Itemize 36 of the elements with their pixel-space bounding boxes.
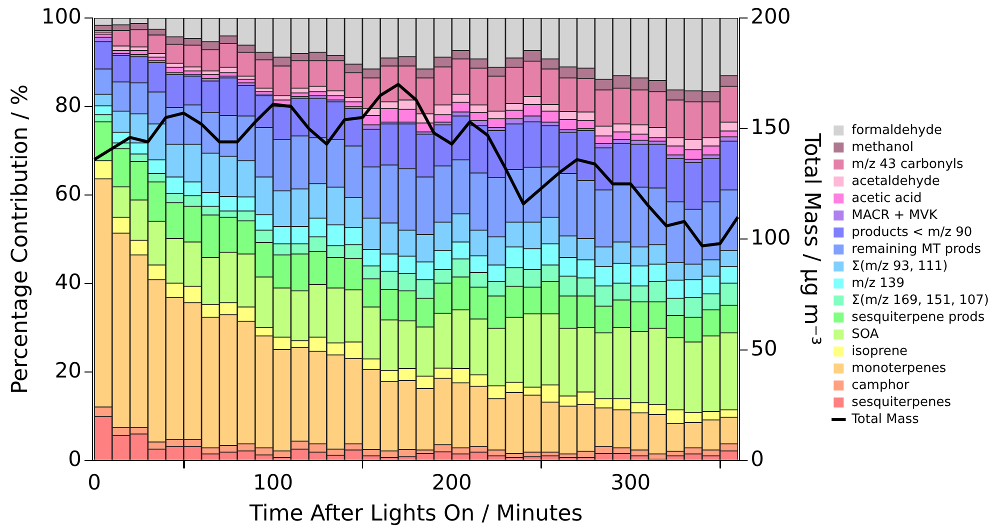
y2-tick-label: 100: [750, 226, 791, 250]
legend-label: methanol: [852, 140, 914, 155]
y-tick-label: 20: [54, 358, 82, 382]
x-axis-title: Time After Lights On / Minutes: [248, 502, 583, 527]
y2-tick-label: 50: [750, 336, 778, 360]
legend-label: acetaldehyde: [852, 174, 940, 189]
legend-label: m/z 139: [852, 276, 904, 291]
y-tick-label: 100: [41, 4, 82, 28]
legend-label: products < m/z 90: [852, 224, 972, 240]
y2-tick-label: 200: [750, 4, 791, 28]
legend-label: monoterpenes: [852, 360, 946, 376]
legend-label: Total Mass: [850, 412, 920, 427]
y-axis-title: Percentage Contribution / %: [8, 84, 33, 394]
legend-label: isoprene: [852, 344, 908, 359]
legend-label: MACR + MVK: [852, 208, 938, 223]
legend-label: acetic acid: [852, 190, 922, 206]
y2-tick-label: 0: [750, 446, 764, 471]
x-tick-label: 200: [432, 470, 472, 494]
y2-axis-title: Total Mass / µg m⁻³: [799, 132, 824, 346]
y-tick-label: 40: [54, 270, 82, 294]
legend-label: formaldehyde: [852, 122, 942, 138]
legend-label: Σ(m/z 169, 151, 107): [852, 292, 989, 308]
y-tick-label: 80: [54, 92, 82, 117]
legend-label: camphor: [852, 378, 910, 393]
y-tick-label: 0: [68, 446, 82, 471]
y2-tick-label: 150: [750, 115, 791, 140]
legend-label: remaining MT prods: [852, 242, 982, 257]
x-tick-label: 300: [610, 470, 651, 494]
y-tick-label: 60: [54, 181, 82, 206]
x-tick-label: 0: [88, 470, 101, 494]
legend-label: m/z 43 carbonyls: [852, 156, 964, 172]
legend-label: sesquiterpene prods: [852, 310, 985, 325]
legend-label: sesquiterpenes: [852, 394, 952, 410]
legend-label: SOA: [852, 326, 879, 342]
legend-label: Σ(m/z 93, 111): [852, 258, 948, 274]
x-tick-label: 100: [253, 470, 294, 494]
